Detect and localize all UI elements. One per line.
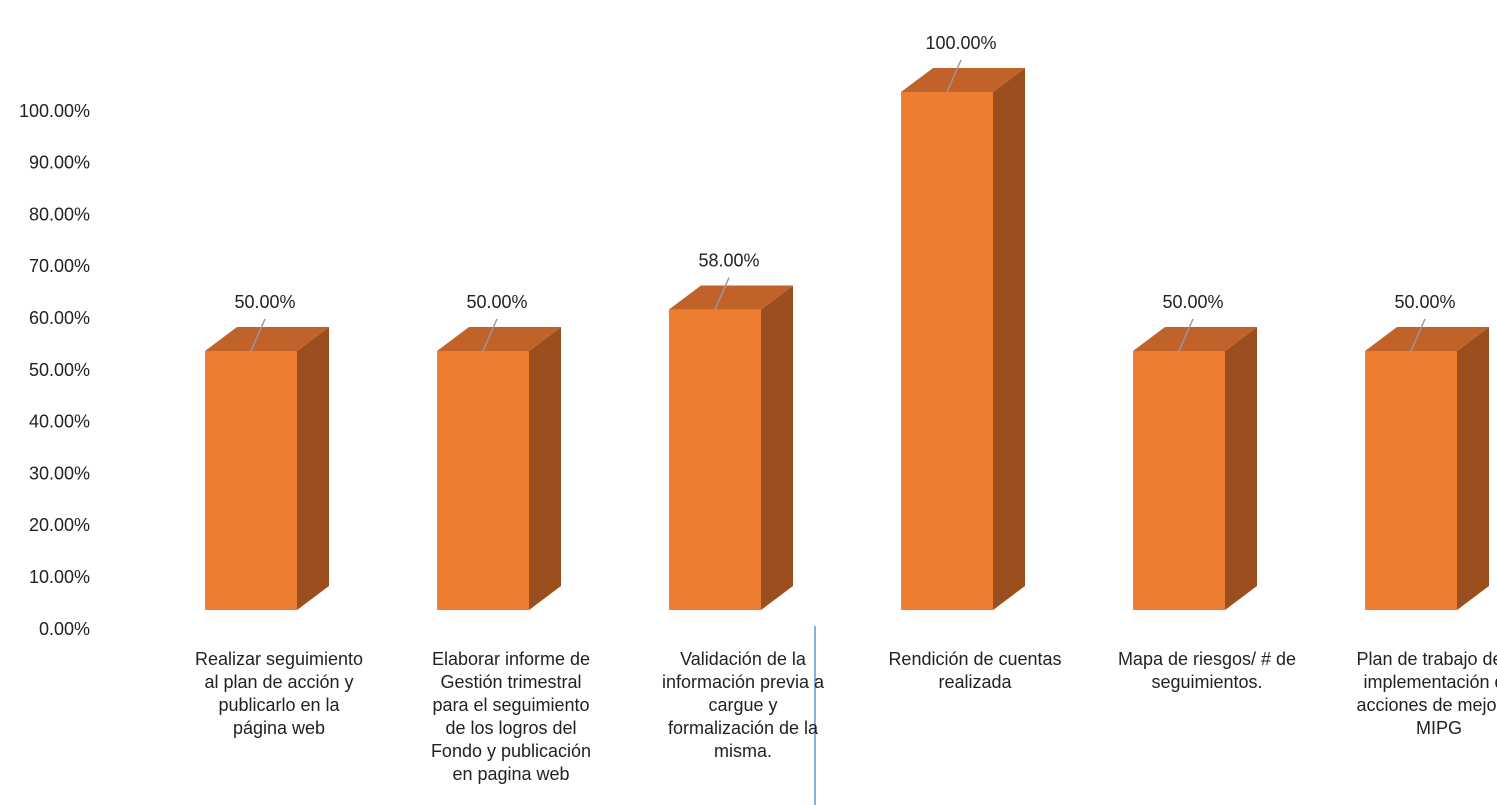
bar-front (1365, 351, 1457, 610)
y-tick-label: 100.00% (19, 101, 90, 121)
bar (669, 285, 793, 610)
x-tick-label: Realizar seguimiento al plan de acción y… (194, 649, 364, 738)
y-tick-label: 30.00% (29, 463, 90, 483)
bar-top (1133, 327, 1257, 351)
x-tick-label: Plan de trabajo de la implementación de … (1356, 649, 1497, 738)
x-tick-label: Rendición de cuentas realizada (888, 649, 1062, 692)
bar-front (437, 351, 529, 610)
bar-top (205, 327, 329, 351)
bar-front (1133, 351, 1225, 610)
y-tick-label: 60.00% (29, 308, 90, 328)
leader-line (946, 59, 962, 93)
value-label: 50.00% (234, 292, 295, 312)
bar-side (1225, 327, 1257, 610)
bar-front (901, 92, 993, 610)
y-tick-label: 50.00% (29, 360, 90, 380)
bar-side (529, 327, 561, 610)
leader-line (250, 318, 266, 352)
x-tick-label: Validación de la información previa a ca… (661, 649, 825, 761)
bar (1365, 327, 1489, 610)
y-tick-label: 10.00% (29, 567, 90, 587)
bar-front (205, 351, 297, 610)
y-tick-label: 90.00% (29, 153, 90, 173)
bar-side (1457, 327, 1489, 610)
bar-top (1365, 327, 1489, 351)
y-tick-label: 0.00% (39, 619, 90, 639)
value-label: 50.00% (466, 292, 527, 312)
bar-side (761, 285, 793, 610)
y-tick-label: 70.00% (29, 256, 90, 276)
bar-side (297, 327, 329, 610)
bar (437, 327, 561, 610)
y-tick-label: 20.00% (29, 515, 90, 535)
bar (901, 68, 1025, 610)
leader-line (1178, 318, 1194, 352)
x-tick-label: Mapa de riesgos/ # de seguimientos. (1117, 649, 1297, 692)
bar-side (993, 68, 1025, 610)
y-tick-label: 40.00% (29, 412, 90, 432)
bar-top (901, 68, 1025, 92)
bar-top (437, 327, 561, 351)
leader-line (1410, 318, 1426, 352)
leader-line (714, 277, 730, 310)
bar-front (669, 309, 761, 610)
bar-top (669, 285, 793, 310)
value-label: 100.00% (925, 33, 996, 53)
value-label: 50.00% (1394, 292, 1455, 312)
bar (1133, 327, 1257, 610)
value-label: 50.00% (1162, 292, 1223, 312)
leader-line (482, 318, 498, 352)
bar (205, 327, 329, 610)
y-tick-label: 80.00% (29, 204, 90, 224)
value-label: 58.00% (698, 250, 759, 270)
x-tick-label: Elaborar informe de Gestión trimestral p… (430, 649, 592, 784)
